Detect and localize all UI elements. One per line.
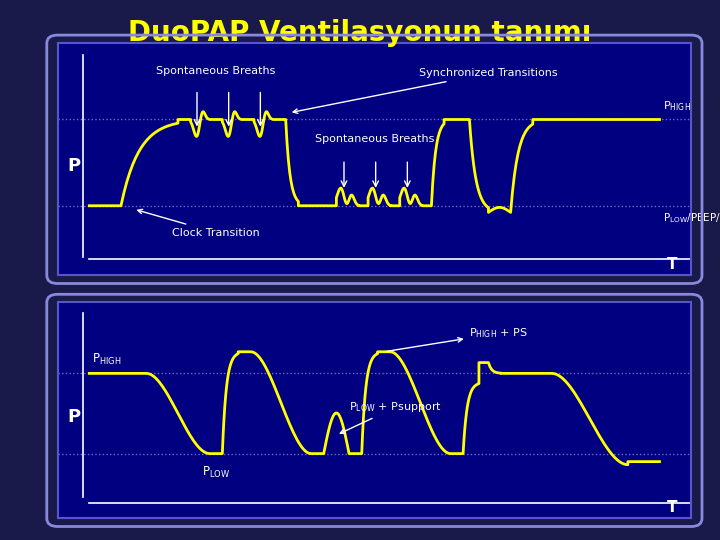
Text: T: T [667,500,678,515]
Text: P$_{\sf HIGH}$: P$_{\sf HIGH}$ [92,352,122,367]
Text: Synchronized Transitions: Synchronized Transitions [293,69,557,113]
Text: P: P [67,408,80,426]
Text: P$_{\sf LOW}$/PEEP/CPAP: P$_{\sf LOW}$/PEEP/CPAP [662,211,720,225]
Text: P$_{\sf HIGH}$: P$_{\sf HIGH}$ [662,99,690,113]
Text: Clock Transition: Clock Transition [138,210,259,238]
Text: Spontaneous Breaths: Spontaneous Breaths [156,66,276,76]
Text: T: T [667,256,678,272]
Text: P$_{\sf HIGH}$ + PS: P$_{\sf HIGH}$ + PS [387,326,528,352]
Text: P$_{\sf LOW}$: P$_{\sf LOW}$ [202,464,230,480]
Text: Spontaneous Breaths: Spontaneous Breaths [315,134,434,144]
Text: P: P [67,157,80,175]
Text: DuoPAP Ventilasyonun tanımı: DuoPAP Ventilasyonun tanımı [128,19,592,47]
Text: P$_{\sf LOW}$ + Psupport: P$_{\sf LOW}$ + Psupport [341,400,442,434]
